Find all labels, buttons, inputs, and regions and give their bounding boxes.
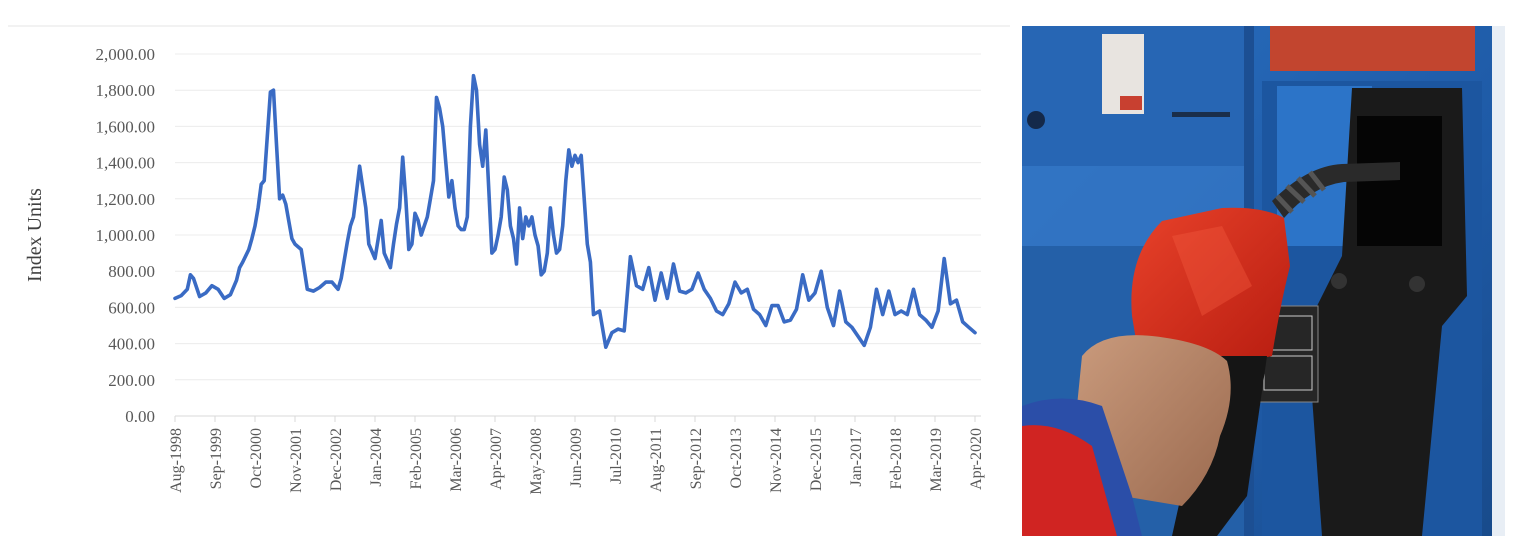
fuel-pump-photo xyxy=(1022,26,1505,536)
gridlines xyxy=(175,53,981,417)
y-tick-label: 400.00 xyxy=(108,335,155,354)
x-tick-label: Aug-1998 xyxy=(168,428,185,493)
x-tick-label: Feb-2005 xyxy=(408,428,425,489)
x-tick-label: Feb-2018 xyxy=(888,428,905,489)
y-tick-label: 200.00 xyxy=(108,371,155,390)
x-tick-label: Sep-1999 xyxy=(208,428,225,489)
y-tick-label: 1,200.00 xyxy=(96,190,156,209)
y-tick-label: 1,600.00 xyxy=(96,117,156,136)
fuel-pump-image xyxy=(1022,26,1505,536)
y-tick-label: 2,000.00 xyxy=(96,45,156,64)
x-tick-label: Oct-2013 xyxy=(728,428,745,488)
y-tick-label: 1,400.00 xyxy=(96,154,156,173)
x-tick-label: Dec-2002 xyxy=(328,428,345,491)
y-tick-label: 600.00 xyxy=(108,298,155,317)
index-series-line xyxy=(173,73,977,350)
x-tick-label: Apr-2007 xyxy=(488,428,505,490)
x-tick-label: Jan-2004 xyxy=(368,428,385,487)
x-tick-label: Aug-2011 xyxy=(648,428,665,492)
x-tick-label: Jul-2010 xyxy=(608,428,625,484)
x-tick-label: Oct-2000 xyxy=(248,428,265,488)
x-axis-ticks: Aug-1998 Sep-1999 Oct-2000 Nov-2001 Dec-2002… xyxy=(168,416,985,495)
y-tick-label: 1,000.00 xyxy=(96,226,156,245)
y-tick-label: 800.00 xyxy=(108,262,155,281)
x-tick-label: Mar-2006 xyxy=(448,428,465,492)
x-tick-label: Mar-2019 xyxy=(928,428,945,492)
x-tick-label: Nov-2001 xyxy=(288,428,305,493)
x-tick-label: Dec-2015 xyxy=(808,428,825,491)
y-tick-label: 0.00 xyxy=(125,407,155,426)
line-chart: 0.00 200.00 400.00 600.00 800.00 1,000.00 1,20… xyxy=(8,25,1010,495)
chart-canvas: 0.00 200.00 400.00 600.00 800.00 1,000.00 1,20… xyxy=(8,25,1010,495)
x-tick-label: Jan-2017 xyxy=(848,428,865,487)
x-tick-label: Nov-2014 xyxy=(768,428,785,493)
x-tick-label: Apr-2020 xyxy=(968,428,985,490)
y-axis-label: Index Units xyxy=(24,188,46,282)
x-tick-label: Jun-2009 xyxy=(568,428,585,488)
x-tick-label: May-2008 xyxy=(528,428,545,495)
y-tick-label: 1,800.00 xyxy=(96,81,156,100)
x-tick-label: Sep-2012 xyxy=(688,428,705,489)
y-axis-ticks: 0.00 200.00 400.00 600.00 800.00 1,000.00 1,20… xyxy=(96,45,156,426)
